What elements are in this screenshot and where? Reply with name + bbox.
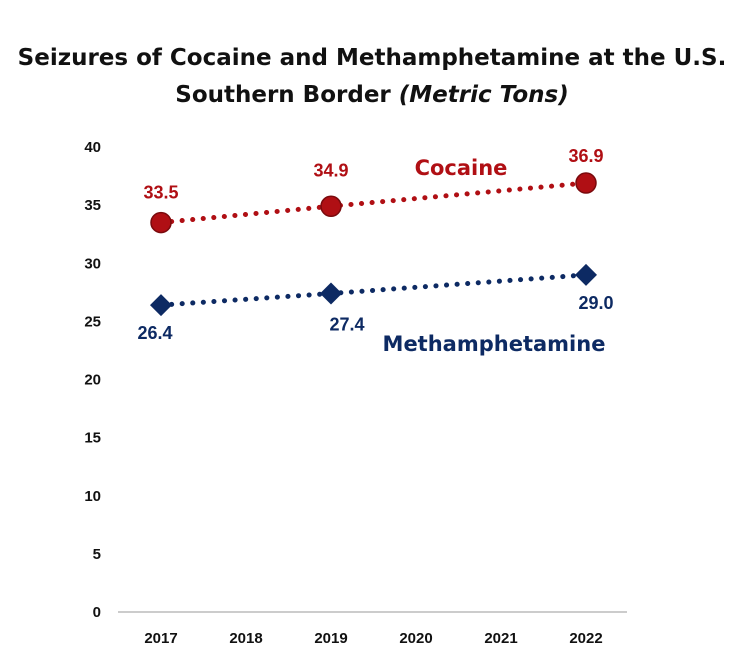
x-tick-label-2019: 2019	[314, 630, 347, 647]
y-tick-label-40: 40	[84, 139, 101, 156]
data-label-methamphetamine-2022: 29.0	[578, 293, 613, 313]
y-tick-label-20: 20	[84, 372, 101, 389]
data-point-cocaine-2017	[150, 211, 172, 234]
data-point-methamphetamine-2022	[575, 263, 597, 286]
x-tick-label-2018: 2018	[229, 630, 262, 647]
chart-title: Seizures of Cocaine and Methamphetamine …	[0, 40, 744, 114]
chart-title-unit: (Metric Tons)	[398, 82, 569, 108]
y-tick-label-10: 10	[84, 488, 101, 505]
series-line-methamphetamine	[158, 272, 589, 308]
y-tick-label-0: 0	[93, 604, 101, 621]
data-label-cocaine-2022: 36.9	[568, 146, 603, 166]
series-cocaine	[150, 172, 597, 234]
data-label-methamphetamine-2019: 27.4	[329, 314, 364, 334]
chart-title-line-2-text: Southern Border	[175, 82, 391, 108]
x-tick-label-2017: 2017	[144, 630, 177, 647]
data-labels: 33.5 34.9 36.9 Cocaine 26.4 27.4 29.0 Methamphe…	[137, 146, 613, 356]
series-label-methamphetamine: Methamphetamine	[383, 332, 606, 356]
y-tick-label-30: 30	[84, 255, 101, 272]
data-point-cocaine-2019	[320, 195, 342, 218]
x-tick-label-2021: 2021	[484, 630, 517, 647]
chart-title-line-2: Southern Border (Metric Tons)	[0, 77, 744, 114]
y-tick-label-5: 5	[93, 546, 101, 563]
data-point-cocaine-2022	[575, 172, 597, 194]
data-point-methamphetamine-2019	[320, 282, 342, 305]
data-label-methamphetamine-2017: 26.4	[137, 323, 172, 343]
x-tick-label-2020: 2020	[399, 630, 432, 647]
y-tick-label-25: 25	[84, 313, 101, 330]
y-axis: 0 5 10 15 20 25 30 35 40	[84, 139, 101, 621]
data-label-cocaine-2019: 34.9	[313, 160, 348, 180]
y-tick-label-35: 35	[84, 197, 101, 214]
series-label-cocaine: Cocaine	[415, 156, 508, 180]
data-point-methamphetamine-2017	[150, 294, 172, 317]
series-group	[150, 172, 597, 317]
chart-title-line-1: Seizures of Cocaine and Methamphetamine …	[17, 45, 727, 71]
series-methamphetamine	[150, 263, 597, 317]
data-label-cocaine-2017: 33.5	[143, 183, 178, 203]
series-line-cocaine	[158, 180, 589, 226]
x-axis: 2017 2018 2019 2020 2021 2022	[118, 611, 627, 647]
y-tick-label-15: 15	[84, 430, 101, 447]
x-tick-label-2022: 2022	[569, 630, 602, 647]
